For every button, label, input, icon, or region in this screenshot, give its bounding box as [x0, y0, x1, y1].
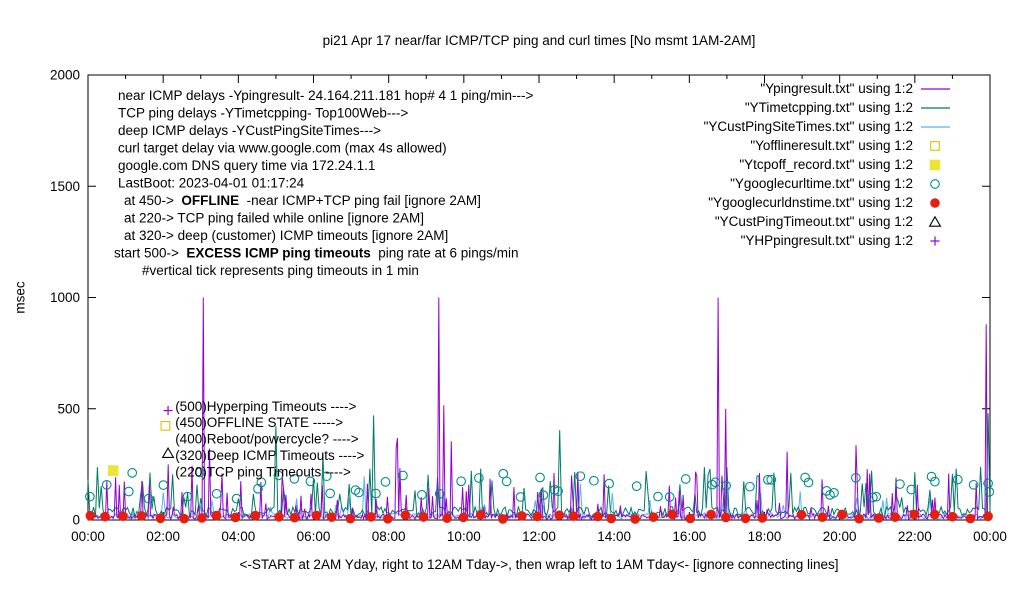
info-line: curl target delay via www.google.com (ma… [118, 141, 447, 156]
x-tick-label: 02:00 [146, 529, 180, 544]
x-tick-label: 04:00 [221, 529, 255, 544]
y-tick-label: 1500 [50, 179, 80, 194]
x-tick-label: 18:00 [748, 529, 782, 544]
x-tick-label: 06:00 [297, 529, 331, 544]
info-line: google.com DNS query time via 172.24.1.1 [118, 158, 375, 173]
x-tick-label: 22:00 [898, 529, 932, 544]
x-tick-label: 12:00 [522, 529, 556, 544]
y-tick-label: 2000 [50, 68, 80, 83]
legend-label: "Ytcpoff_record.txt" using 1:2 [739, 157, 913, 172]
x-tick-label: 00:00 [973, 529, 1007, 544]
x-tick-label: 14:00 [597, 529, 631, 544]
legend-label: "Ygooglecurltime.txt" using 1:2 [730, 176, 913, 191]
legend-label: "Ypingresult.txt" using 1:2 [760, 81, 913, 96]
legend-label: "YHPpingresult.txt" using 1:2 [741, 233, 913, 248]
legend-label: "YCustPingSiteTimes.txt" using 1:2 [704, 119, 913, 134]
info-annotations: near ICMP delays -Ypingresult- 24.164.21… [114, 88, 533, 278]
level-label: (320)Deep ICMP Timeouts ----> [175, 448, 364, 463]
info-line: start 500-> EXCESS ICMP ping timeouts pi… [114, 246, 519, 261]
y-tick-label: 500 [57, 401, 80, 416]
legend-label: "YTimetcpping.txt" using 1:2 [745, 100, 913, 115]
y-tick-label: 1000 [50, 290, 80, 305]
level-label: (450)OFFLINE STATE -----> [175, 415, 343, 430]
series-points-3 [85, 509, 993, 524]
legend: "Ypingresult.txt" using 1:2 "YTimetcpping… [704, 81, 950, 248]
level-label: (500)Hyperping Timeouts ----> [175, 399, 356, 414]
x-tick-label: 08:00 [372, 529, 406, 544]
series-points-1 [107, 465, 119, 476]
y-tick-label: 0 [72, 513, 80, 528]
chart-title: pi21 Apr 17 near/far ICMP/TCP ping and c… [322, 33, 756, 48]
info-line: #vertical tick represents ping timeouts … [142, 263, 419, 278]
info-line: at 450-> OFFLINE -near ICMP+TCP ping fai… [124, 193, 481, 208]
x-tick-label: 20:00 [823, 529, 857, 544]
info-line: near ICMP delays -Ypingresult- 24.164.21… [118, 88, 533, 103]
info-line: at 320-> deep (customer) ICMP timeouts [… [124, 228, 448, 243]
x-axis-label: <-START at 2AM Yday, right to 12AM Tday-… [239, 557, 839, 572]
info-line: deep ICMP delays -YCustPingSiteTimes---> [118, 123, 381, 138]
legend-label: "Yofflineresult.txt" using 1:2 [750, 138, 913, 153]
legend-label: "Ygooglecurldnstime.txt" using 1:2 [708, 195, 913, 210]
level-label: (400)Reboot/powercycle? ----> [175, 431, 359, 446]
level-label: (220)TCP ping Timeouts ----> [175, 464, 351, 479]
info-line: at 220-> TCP ping failed while online [i… [124, 211, 424, 226]
level-labels: (500)Hyperping Timeouts ---->(450)OFFLIN… [160, 399, 364, 479]
x-tick-label: 00:00 [71, 529, 105, 544]
x-tick-label: 10:00 [447, 529, 481, 544]
x-tick-label: 16:00 [672, 529, 706, 544]
axis-tick-labels: 00:00 02:00 04:00 06:00 08:00 10:00 12:00 14:00… [50, 68, 1007, 545]
series-points-2 [85, 467, 995, 504]
legend-label: "YCustPingTimeout.txt" using 1:2 [715, 214, 913, 229]
series-points [85, 465, 995, 524]
info-line: TCP ping delays -YTimetcpping- Top100Web… [118, 106, 408, 121]
info-line: LastBoot: 2023-04-01 01:17:24 [118, 176, 305, 191]
